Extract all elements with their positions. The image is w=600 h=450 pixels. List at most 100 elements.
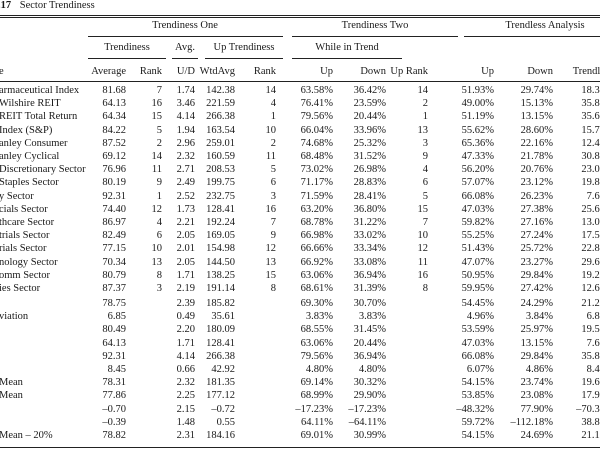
cell-up: 66.66%: [300, 243, 333, 255]
cell-average: 76.96: [102, 164, 126, 176]
cell-up: 68.55%: [300, 324, 333, 336]
cell-up: 66.98%: [300, 230, 333, 242]
cell-average: 74.40: [102, 203, 126, 215]
cell-up-rank-one: 11: [265, 151, 276, 162]
cell-trendless: 15.78: [581, 124, 600, 136]
cell-wtdavg: 160.59: [206, 151, 235, 162]
cell-ud: 2.31: [176, 430, 195, 441]
cell-down: 33.96%: [353, 124, 386, 136]
cell-trendless-up: 59.82%: [461, 217, 494, 228]
cell-up-rank-one: 16: [265, 203, 277, 215]
row-label: REIT Total Return: [0, 111, 78, 123]
cell-ud: 1.73: [176, 203, 195, 215]
cell-trendless: –70.37: [576, 403, 600, 415]
cell-down: 28.41%: [353, 190, 386, 202]
col-header-ud: U/D: [176, 66, 195, 77]
cell-up-rank-one: 14: [265, 85, 277, 96]
cell-average: 64.34: [102, 111, 126, 123]
row-label: Mean – 20%: [0, 430, 53, 441]
cell-average: 84.22: [102, 124, 126, 136]
cell-trendless: 30.88: [581, 151, 600, 162]
cell-average: 80.49: [102, 324, 126, 336]
cell-down: 36.94%: [353, 269, 386, 281]
cell-down: 33.02%: [353, 230, 386, 242]
subgroup-avg: Avg.: [175, 42, 195, 53]
cell-average: 69.12: [102, 151, 126, 162]
cell-average: 92.31: [102, 350, 126, 362]
cell-average: 81.68: [102, 85, 126, 96]
cell-trendless: 23.04: [581, 164, 600, 176]
cell-trendless-up: 54.15%: [461, 377, 494, 389]
cell-ud: 1.74: [176, 85, 195, 96]
cell-trendless-down: 23.27%: [520, 256, 553, 268]
cell-wtdavg: 154.98: [206, 243, 235, 255]
cell-trendless: 12.63: [581, 283, 600, 294]
cell-up-rank: 15: [417, 203, 429, 215]
col-header-down: Down: [360, 66, 386, 77]
cell-ud: 2.71: [176, 164, 195, 176]
header-rule-top: [0, 17, 600, 18]
cell-up-rank: 5: [422, 190, 428, 202]
cell-average: 70.34: [102, 256, 126, 268]
cell-wtdavg: 266.38: [206, 350, 235, 362]
cell-up-rank: 16: [417, 269, 429, 281]
cell-wtdavg: 232.75: [206, 190, 235, 202]
cell-trendless-up: 59.95%: [461, 283, 494, 294]
cell-up: 63.06%: [300, 269, 333, 281]
row-label: rials Sector: [0, 243, 47, 255]
cell-up: 71.59%: [300, 190, 333, 202]
cell-up-rank-one: 10: [265, 124, 277, 136]
cell-trendless: 13.03: [581, 217, 600, 228]
cell-down: 31.52%: [353, 151, 386, 162]
cell-ud: 2.15: [176, 403, 195, 415]
cell-ud: 1.71: [176, 269, 195, 281]
cell-rank: 4: [156, 217, 162, 228]
cell-ud: 2.96: [176, 137, 195, 149]
cell-rank: 2: [156, 137, 162, 149]
group-trendiness-one: Trendiness One: [152, 20, 218, 31]
cell-trendless-down: 25.72%: [520, 243, 553, 255]
cell-trendless-up: 57.07%: [461, 177, 494, 189]
cell-trendless: 6.85: [586, 311, 600, 323]
cell-up: 68.48%: [300, 151, 333, 162]
cell-ud: 2.19: [176, 283, 195, 294]
cell-wtdavg: 169.05: [206, 230, 235, 242]
cell-up-rank: 12: [417, 243, 429, 255]
cell-down: 31.22%: [353, 217, 386, 228]
cell-ud: 2.21: [176, 217, 195, 228]
cell-up-rank-one: 13: [265, 256, 277, 268]
cell-down: 33.08%: [353, 256, 386, 268]
cell-up: 63.20%: [300, 203, 333, 215]
cell-trendless: 18.32: [581, 85, 600, 96]
row-label: armaceutical Index: [0, 85, 80, 96]
cell-trendless: 25.60: [581, 203, 600, 215]
cell-trendless-down: –112.18%: [510, 416, 553, 428]
cell-up-rank-one: 12: [265, 243, 277, 255]
cell-ud: 0.66: [176, 364, 195, 375]
cell-wtdavg: 128.41: [206, 203, 235, 215]
cell-trendless-up: 65.36%: [461, 137, 494, 149]
cell-up-rank: 3: [422, 137, 428, 149]
cell-wtdavg: 177.12: [206, 390, 235, 402]
cell-average: 6.85: [107, 311, 126, 323]
cell-up-rank-one: 5: [270, 164, 276, 176]
cell-up: 76.41%: [300, 98, 333, 110]
cell-rank: 9: [156, 177, 162, 189]
cell-wtdavg: 259.01: [206, 137, 235, 149]
cell-average: 87.52: [102, 137, 126, 149]
row-label: Mean: [0, 377, 23, 389]
cell-ud: 2.05: [176, 256, 195, 268]
cell-trendless: 19.81: [581, 177, 600, 189]
cell-trendless-down: 21.78%: [520, 151, 553, 162]
cell-wtdavg: 184.16: [206, 430, 235, 441]
cell-rank: 13: [151, 256, 163, 268]
cell-up: 3.83%: [305, 311, 333, 323]
cell-up-rank: 1: [422, 111, 428, 123]
cell-up-rank: 8: [422, 283, 428, 294]
cell-average: 82.49: [102, 230, 126, 242]
cell-up: 64.11%: [301, 416, 333, 428]
cell-trendless: 35.87: [581, 98, 600, 110]
cell-up-rank: 9: [422, 151, 428, 162]
cell-trendless-up: 53.59%: [461, 324, 494, 336]
cell-trendless-down: 29.74%: [520, 85, 553, 96]
